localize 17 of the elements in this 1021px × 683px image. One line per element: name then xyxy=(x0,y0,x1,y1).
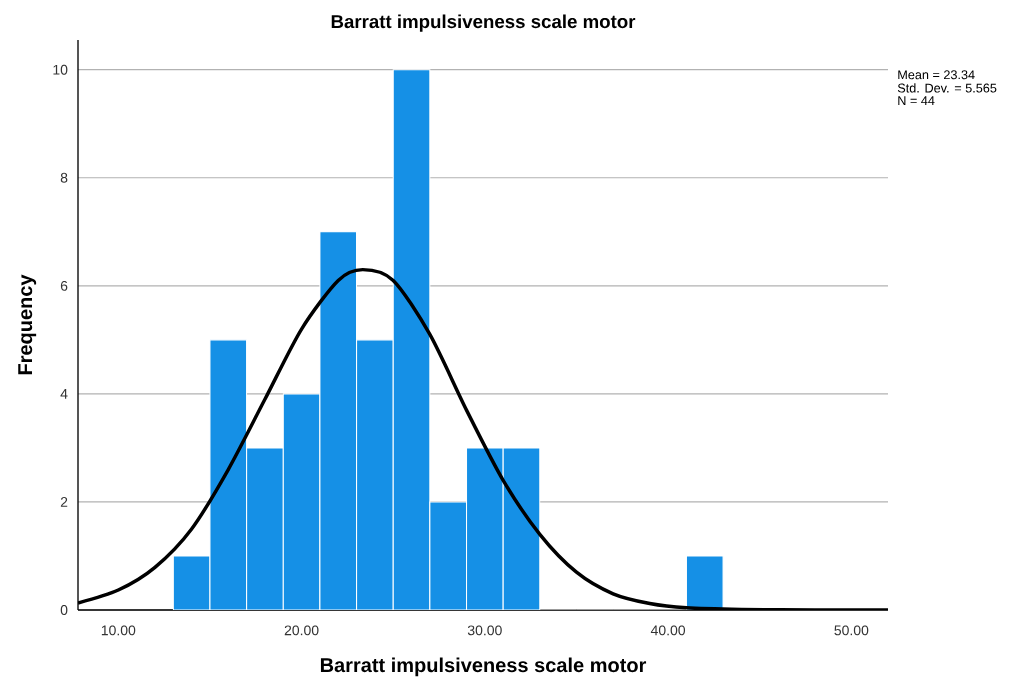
x-tick-label: 10.00 xyxy=(101,625,136,636)
y-axis-title: Frequency xyxy=(18,274,37,375)
text: Std. Dev. = 5.565 xyxy=(897,83,997,93)
y-tick-label: 6 xyxy=(60,280,68,291)
y-tick-label: 8 xyxy=(60,172,68,183)
text: Mean = 23.34 xyxy=(898,70,975,80)
text: N = 44 xyxy=(898,96,935,105)
x-tick-label: 40.00 xyxy=(650,625,686,636)
y-tick-label: 0 xyxy=(60,605,68,615)
x-axis-title: Barratt impulsiveness scale motor xyxy=(320,657,647,677)
x-tick-label: 50.00 xyxy=(834,625,869,636)
chart-title: Barratt impulsiveness scale motor xyxy=(331,14,636,32)
y-tick-label: 10 xyxy=(53,64,68,75)
x-tick-label: 30.00 xyxy=(467,625,502,636)
x-tick-label: 20.00 xyxy=(284,625,319,636)
y-tick-label: 4 xyxy=(60,389,68,399)
y-tick-label: 2 xyxy=(60,497,68,507)
